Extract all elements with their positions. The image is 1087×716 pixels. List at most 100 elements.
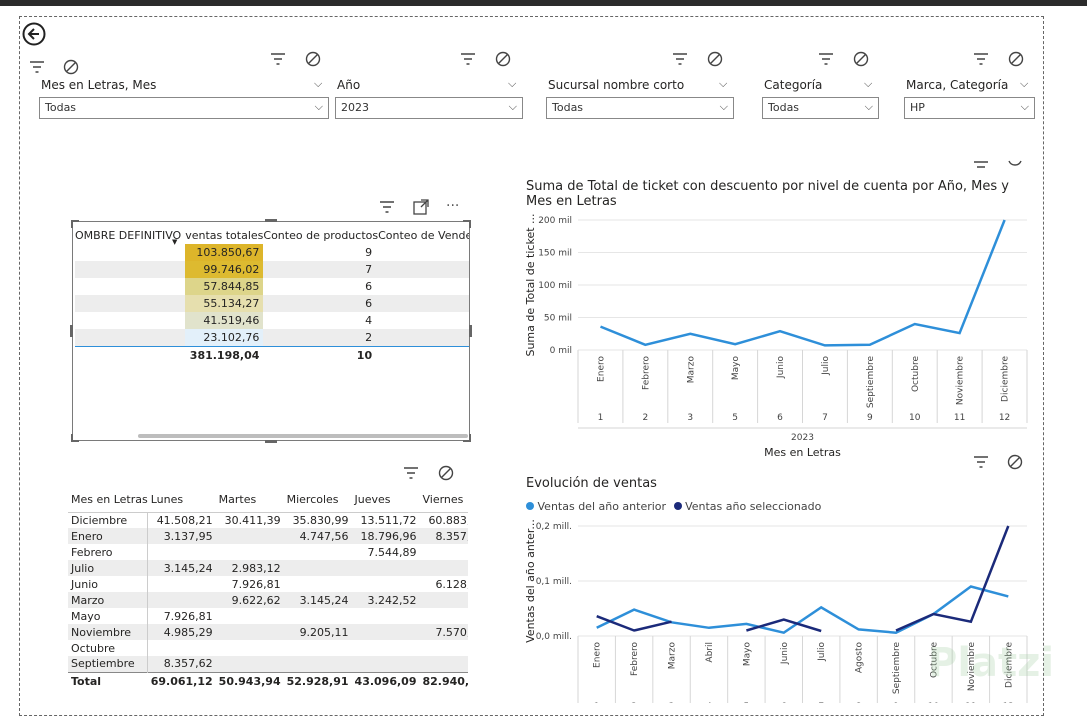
- slicer-clear-icon[interactable]: [853, 51, 869, 67]
- column-header[interactable]: Jueves: [351, 488, 420, 513]
- chevron-down-icon: ⌵: [508, 100, 517, 113]
- slicer-dropdown[interactable]: 2023 ⌵: [335, 97, 523, 119]
- table-row[interactable]: 55.134,27 6 5: [75, 295, 469, 312]
- slicer-value: Todas: [768, 101, 800, 114]
- more-options-icon[interactable]: ···: [446, 198, 460, 214]
- table-row[interactable]: Enero 3.137,95 4.747,56 18.796,96 8.357,62: [68, 528, 468, 544]
- matrix-visual-ventas[interactable]: OMBRE DEFINITIVO ventas totales Conteo d…: [70, 219, 472, 443]
- slicer-clear-icon[interactable]: [1008, 51, 1024, 67]
- column-header[interactable]: Miercoles: [283, 488, 352, 513]
- cell-vendedores: 5: [378, 244, 469, 261]
- table-row[interactable]: Octubre38.926: [68, 640, 468, 656]
- column-header[interactable]: ventas totales: [185, 228, 264, 242]
- slicer-dropdown[interactable]: Todas ⌵: [39, 97, 329, 119]
- matrix-visual-dias[interactable]: Mes en Letras Lunes Martes Miercoles Jueves V…: [68, 488, 468, 693]
- series-line-0[interactable]: [596, 585, 1009, 635]
- table-cell: 18.796,96: [360, 529, 417, 543]
- chart2-line-chart[interactable]: Ventas del año anter...0,2 mill. 0,1 mill…: [522, 516, 1042, 703]
- resize-handle[interactable]: [70, 325, 73, 337]
- chevron-down-icon[interactable]: ⌵: [1020, 77, 1029, 90]
- column-header[interactable]: Lunes: [147, 488, 216, 513]
- horizontal-scrollbar[interactable]: [138, 434, 468, 438]
- legend-item[interactable]: Ventas del año anterior: [537, 500, 667, 513]
- legend-item[interactable]: Ventas año seleccionado: [685, 500, 822, 513]
- clear-filter-icon[interactable]: [1007, 160, 1023, 170]
- y-tick-label: 150 mil: [538, 249, 572, 259]
- series-line-1[interactable]: [895, 525, 1010, 632]
- resize-handle[interactable]: [265, 219, 277, 222]
- cell-productos: 2: [365, 330, 373, 344]
- column-header[interactable]: Viernes: [419, 488, 468, 513]
- slicer-clear-icon[interactable]: [495, 51, 511, 67]
- series-line-1[interactable]: [746, 618, 822, 633]
- table-row[interactable]: Septiembre 8.357,62: [68, 656, 468, 672]
- chevron-down-icon[interactable]: ⌵: [719, 77, 728, 90]
- series-line-1[interactable]: [596, 615, 672, 632]
- column-header[interactable]: Martes: [215, 488, 284, 513]
- column-header[interactable]: OMBRE DEFINITIVO: [75, 228, 182, 242]
- back-button[interactable]: [22, 22, 46, 46]
- table-cell: 2.983,12: [231, 561, 281, 575]
- series-line-0[interactable]: [600, 219, 1006, 347]
- table-row[interactable]: 103.850,67 9 5: [75, 244, 469, 261]
- table-row[interactable]: 41.519,46 4 4: [75, 312, 469, 329]
- visual-filter-icon[interactable]: [379, 200, 395, 214]
- row-header: Octubre: [68, 640, 149, 656]
- chevron-down-icon[interactable]: ⌵: [864, 77, 873, 90]
- table-cell: [352, 640, 420, 656]
- clear-filter-icon[interactable]: [63, 59, 79, 75]
- table-cell: 4.985,29: [163, 625, 213, 639]
- resize-handle[interactable]: [265, 440, 277, 443]
- visual-filter-icon[interactable]: [973, 455, 989, 469]
- total-cell: 43.096,09: [354, 674, 417, 688]
- table-cell: [148, 544, 216, 560]
- column-header[interactable]: Mes en Letras: [68, 488, 148, 513]
- x-tick-label: Marzo: [686, 356, 696, 384]
- x-axis-title: Mes en Letras: [764, 446, 841, 459]
- cell-ventas: 23.102,76: [185, 329, 264, 346]
- chevron-down-icon[interactable]: ⌵: [314, 77, 323, 90]
- slicer-dropdown[interactable]: Todas ⌵: [546, 97, 734, 119]
- x-tick-label: Julio: [821, 356, 831, 376]
- focus-mode-icon[interactable]: [413, 199, 429, 215]
- slicer-filter-icon[interactable]: [460, 52, 476, 66]
- filter-icon[interactable]: [29, 60, 45, 74]
- column-header[interactable]: Conteo de Vendedores: [378, 228, 469, 242]
- slicer-filter-icon[interactable]: [973, 52, 989, 66]
- table-row[interactable]: Mayo 7.926,81: [68, 608, 468, 624]
- row-header: Enero: [68, 528, 149, 544]
- slicer-clear-icon[interactable]: [305, 51, 321, 67]
- slicer-filter-icon[interactable]: [270, 52, 286, 66]
- visual-filter-icon[interactable]: [973, 160, 989, 168]
- table-row[interactable]: 57.844,85 6 4: [75, 278, 469, 295]
- table-row[interactable]: Diciembre 41.508,21 30.411,39 35.830,99 13.5…: [68, 512, 468, 528]
- table-row[interactable]: 99.746,02 7 8: [75, 261, 469, 278]
- slicer-dropdown[interactable]: Todas ⌵: [762, 97, 879, 119]
- slicer-filter-icon[interactable]: [672, 52, 688, 66]
- table-row[interactable]: Febrero 7.544,89: [68, 544, 468, 560]
- slicer-filter-icon[interactable]: [818, 52, 834, 66]
- resize-handle[interactable]: [469, 325, 472, 337]
- clear-filter-icon[interactable]: [1007, 454, 1023, 470]
- slicer-dropdown[interactable]: HP ⌵: [904, 97, 1035, 119]
- chevron-down-icon[interactable]: ⌵: [508, 77, 517, 90]
- y-tick-label: 0 mil: [550, 346, 572, 356]
- table-cell: 8.357,62: [435, 529, 468, 543]
- table-row[interactable]: 23.102,76 2 2: [75, 329, 469, 346]
- x-tick-label: Septiembre: [866, 356, 876, 409]
- month-number-label: 10: [909, 413, 921, 423]
- table-cell: [216, 624, 284, 640]
- table-row[interactable]: Julio 3.145,24 2.983,12: [68, 560, 468, 576]
- clear-filter-icon[interactable]: [438, 465, 454, 481]
- total-productos: 10: [356, 348, 373, 362]
- column-header[interactable]: Conteo de productos: [263, 228, 379, 242]
- month-number-label: 9: [867, 413, 873, 423]
- visual-filter-icon[interactable]: [403, 466, 419, 480]
- x-tick-label: Abril: [705, 642, 715, 663]
- slicer-clear-icon[interactable]: [707, 51, 723, 67]
- platzi-watermark: Platzi: [928, 640, 1055, 686]
